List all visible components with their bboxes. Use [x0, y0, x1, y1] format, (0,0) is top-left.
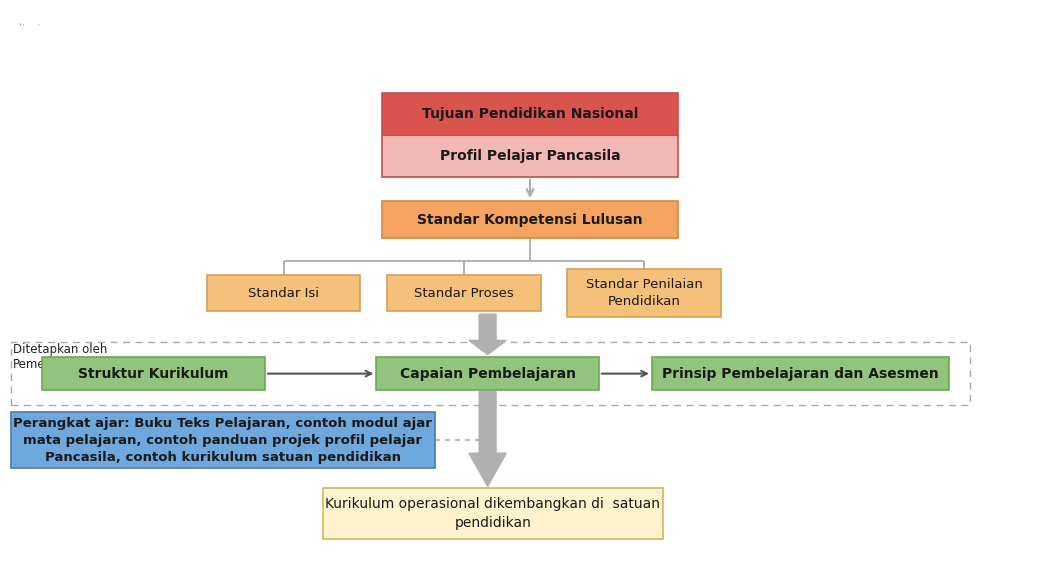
Text: Standar Kompetensi Lulusan: Standar Kompetensi Lulusan: [418, 213, 642, 227]
Text: Standar Isi: Standar Isi: [248, 287, 319, 300]
FancyArrow shape: [469, 392, 507, 486]
FancyBboxPatch shape: [382, 201, 678, 238]
FancyBboxPatch shape: [387, 275, 541, 311]
Bar: [382, 135, 678, 177]
FancyBboxPatch shape: [652, 357, 949, 390]
Text: Perangkat ajar: Buku Teks Pelajaran, contoh modul ajar
mata pelajaran, contoh pa: Perangkat ajar: Buku Teks Pelajaran, con…: [13, 417, 432, 464]
FancyBboxPatch shape: [11, 412, 435, 468]
FancyArrow shape: [469, 314, 507, 355]
Bar: [382, 93, 678, 135]
Text: Capaian Pembelajaran: Capaian Pembelajaran: [400, 367, 576, 380]
Bar: [382, 93, 678, 177]
FancyBboxPatch shape: [376, 357, 599, 390]
FancyBboxPatch shape: [323, 488, 662, 539]
Text: Kurikulum operasional dikembangkan di  satuan
pendidikan: Kurikulum operasional dikembangkan di sa…: [325, 497, 660, 530]
Text: Tujuan Pendidikan Nasional: Tujuan Pendidikan Nasional: [422, 107, 638, 121]
Text: Ditetapkan oleh
Pemerintah: Ditetapkan oleh Pemerintah: [13, 343, 107, 371]
Text: Prinsip Pembelajaran dan Asesmen: Prinsip Pembelajaran dan Asesmen: [661, 367, 939, 380]
Text: Struktur Kurikulum: Struktur Kurikulum: [78, 367, 229, 380]
FancyBboxPatch shape: [207, 275, 360, 311]
FancyBboxPatch shape: [567, 269, 721, 317]
Text: Standar Penilaian
Pendidikan: Standar Penilaian Pendidikan: [585, 278, 703, 308]
Text: ,.    .: ,. .: [19, 17, 40, 27]
FancyBboxPatch shape: [42, 357, 265, 390]
Text: Standar Proses: Standar Proses: [413, 287, 514, 300]
Text: Profil Pelajar Pancasila: Profil Pelajar Pancasila: [440, 149, 620, 163]
